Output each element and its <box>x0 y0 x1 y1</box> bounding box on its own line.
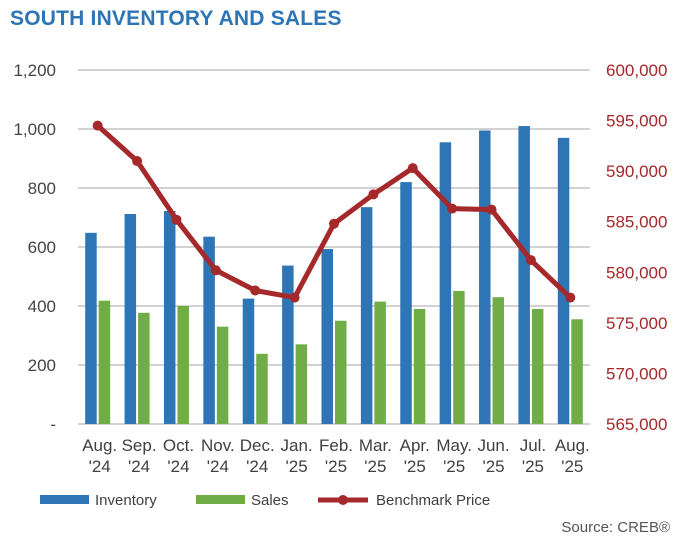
x-axis-tick-label: Apr. <box>400 436 430 455</box>
sales-bar <box>216 326 229 424</box>
right-axis-tick-label: 565,000 <box>606 415 667 434</box>
left-axis-tick-label: 600 <box>28 238 56 257</box>
x-axis-tick-label: Jul. <box>520 436 546 455</box>
x-axis-tick-year: '25 <box>443 457 465 476</box>
inventory-bar <box>124 213 137 424</box>
inventory-bar <box>242 298 255 424</box>
legend-sales-swatch <box>196 495 245 504</box>
x-axis-tick-label: Aug. <box>555 436 590 455</box>
right-axis-tick-label: 600,000 <box>606 61 667 80</box>
right-axis-tick-label: 595,000 <box>606 112 667 131</box>
sales-bar <box>335 320 347 424</box>
legend-benchmark-marker <box>338 495 348 505</box>
x-axis-tick-year: '24 <box>128 457 150 476</box>
x-axis-tick-year: '24 <box>167 457 189 476</box>
x-axis-tick-label: Oct. <box>163 436 194 455</box>
benchmark-price-point <box>289 292 300 303</box>
x-axis-tick-year: '25 <box>522 457 544 476</box>
x-axis-tick-label: Sep. <box>122 436 157 455</box>
left-axis-tick-label: - <box>50 415 56 434</box>
sales-bar <box>413 308 426 424</box>
legend-inventory-swatch <box>40 495 89 504</box>
legend-sales-label: Sales <box>251 492 289 509</box>
right-axis-tick-label: 570,000 <box>606 364 667 383</box>
benchmark-price-point <box>92 120 103 131</box>
x-axis-tick-year: '25 <box>404 457 426 476</box>
x-axis-tick-label: Jun. <box>477 436 509 455</box>
right-axis-tick-label: 585,000 <box>606 213 667 232</box>
sales-bar <box>531 308 544 424</box>
right-axis-tick-label: 575,000 <box>606 314 667 333</box>
x-axis-tick-label: Feb. <box>319 436 353 455</box>
source-note: Source: CREB® <box>561 519 670 536</box>
benchmark-price-point <box>565 292 576 303</box>
left-axis-tick-label: 200 <box>28 356 56 375</box>
sales-bar <box>453 290 465 424</box>
gridlines <box>78 69 590 425</box>
sales-bar <box>138 312 150 424</box>
x-axis-tick-label: Dec. <box>240 436 275 455</box>
benchmark-price-point <box>250 285 261 296</box>
x-axis-tick-year: '24 <box>246 457 268 476</box>
inventory-bar <box>163 211 176 424</box>
benchmark-line <box>92 120 576 303</box>
benchmark-price-point <box>407 163 418 174</box>
x-axis-tick-year: '25 <box>364 457 386 476</box>
benchmark-price-point <box>525 255 536 266</box>
benchmark-price-point <box>132 156 143 167</box>
left-axis-tick-label: 400 <box>28 297 56 316</box>
x-axis-tick-label: May. <box>436 436 472 455</box>
inventory-bar <box>479 130 491 424</box>
x-axis-tick-year: '24 <box>89 457 111 476</box>
bars <box>85 126 583 425</box>
benchmark-price-point <box>329 218 339 229</box>
inventory-bar <box>321 249 333 424</box>
inventory-bar <box>85 232 97 424</box>
left-axis-tick-label: 800 <box>28 179 56 198</box>
sales-bar <box>374 301 386 424</box>
legend-benchmark-label: Benchmark Price <box>376 492 490 509</box>
inventory-bar <box>518 126 530 425</box>
inventory-bar <box>400 182 412 424</box>
axes: - 200 400 600 800 1,000 1,200 565,000 570,000 575… <box>13 61 667 476</box>
inventory-bar <box>557 137 570 424</box>
benchmark-price-point <box>210 265 221 276</box>
chart-title: SOUTH INVENTORY AND SALES <box>10 7 342 30</box>
benchmark-price-point <box>368 189 379 200</box>
left-axis-tick-label: 1,000 <box>13 120 56 139</box>
legend: Inventory Sales Benchmark Price <box>40 492 490 509</box>
benchmark-price-point <box>171 214 182 225</box>
right-axis-tick-label: 580,000 <box>606 263 667 282</box>
x-axis-tick-label: Mar. <box>359 436 392 455</box>
sales-bar <box>98 300 111 424</box>
left-axis-tick-label: 1,200 <box>13 61 56 80</box>
inventory-bar <box>360 207 373 424</box>
legend-inventory-label: Inventory <box>95 492 157 509</box>
x-axis-tick-year: '24 <box>207 457 229 476</box>
x-axis-tick-label: Nov. <box>201 436 235 455</box>
sales-bar <box>177 306 189 424</box>
x-axis-tick-year: '25 <box>286 457 308 476</box>
x-axis-tick-year: '25 <box>561 457 583 476</box>
benchmark-price-point <box>447 203 458 214</box>
x-axis-tick-year: '25 <box>482 457 504 476</box>
x-axis-tick-label: Jan. <box>281 436 313 455</box>
inventory-bar <box>282 265 294 424</box>
x-axis-tick-label: Aug. <box>82 436 117 455</box>
inventory-bar <box>203 236 215 424</box>
sales-bar <box>256 353 268 424</box>
sales-bar <box>295 344 308 424</box>
right-axis-tick-label: 590,000 <box>606 162 667 181</box>
sales-bar <box>571 319 583 424</box>
benchmark-price-point <box>486 204 497 215</box>
inventory-bar <box>439 142 452 424</box>
x-axis-tick-year: '25 <box>325 457 347 476</box>
sales-bar <box>492 297 505 424</box>
